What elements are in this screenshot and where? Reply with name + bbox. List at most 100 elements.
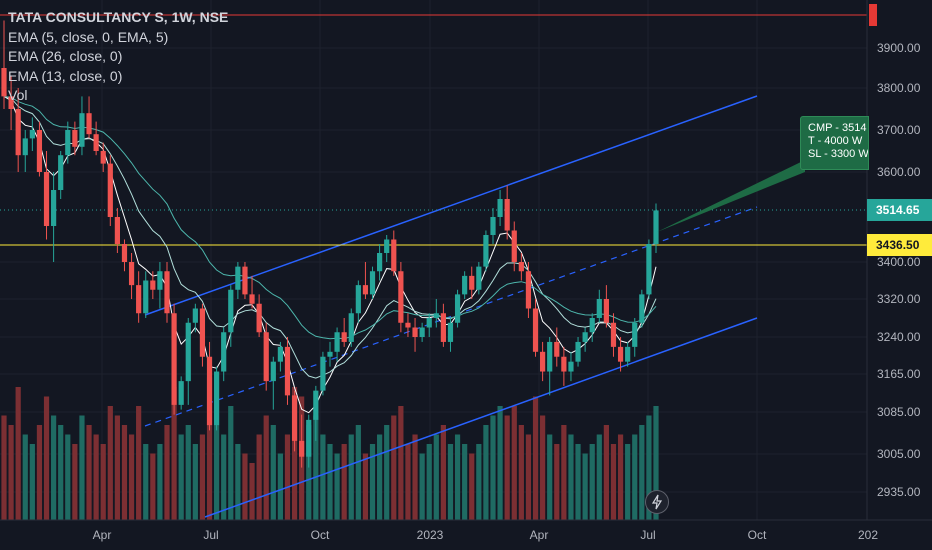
callout-target: T - 4000 W (808, 135, 863, 147)
volume-bar (263, 415, 269, 520)
volume-bar (483, 425, 489, 520)
volume-bar (313, 415, 319, 520)
candle-body (107, 163, 113, 217)
volume-bar (284, 434, 291, 520)
volume-bar (291, 387, 298, 520)
lightning-glyph (651, 494, 663, 510)
volume-bar (547, 434, 553, 520)
channel-mid-line[interactable] (144, 206, 758, 427)
time-tick-label: Jul (640, 528, 655, 542)
volume-bar (540, 415, 546, 520)
volume-bars (1, 377, 659, 520)
callout-stoploss: SL - 3300 W (808, 148, 869, 160)
candle-body (490, 217, 496, 235)
time-tick-label: Oct (748, 528, 767, 542)
candle-body (419, 327, 425, 337)
candle-body (398, 271, 404, 323)
price-axis[interactable]: 3900.00 3800.00 3700.00 3600.00 3400.00 3320.… (877, 41, 921, 499)
chart-legend: TATA CONSULTANCY S, 1W, NSE EMA (5, clos… (8, 8, 228, 106)
candle-body (157, 271, 163, 290)
volume-bar (199, 434, 206, 520)
price-tick-label: 3085.00 (877, 405, 921, 419)
time-tick-label: 2023 (417, 528, 444, 542)
candle-body (369, 271, 376, 295)
price-tick-label: 3700.00 (877, 123, 921, 137)
candle-body (617, 346, 624, 362)
volume-bar (334, 453, 340, 520)
legend-ema-26[interactable]: EMA (26, close, 0) (8, 48, 123, 64)
volume-bar (497, 406, 503, 520)
volume-bar (582, 453, 588, 520)
volume-bar (369, 444, 376, 520)
trade-callout[interactable]: CMP - 3514 (1 T - 4000 W SL - 3300 W (800, 116, 869, 170)
volume-bar (610, 444, 617, 520)
channel-lower-line[interactable] (204, 317, 758, 518)
volume-bar (8, 425, 14, 520)
volume-bar (242, 453, 248, 520)
candle-body (561, 356, 567, 372)
candle-body (128, 262, 135, 286)
volume-bar (171, 387, 177, 520)
candle-body (391, 239, 397, 272)
volume-bar (617, 434, 624, 520)
lightning-icon[interactable] (645, 490, 669, 514)
candle-body (15, 109, 21, 156)
volume-bar (355, 425, 361, 520)
volume-bar (270, 425, 276, 520)
candle-body (228, 289, 234, 333)
candle-body (462, 275, 468, 295)
time-tick-label: Oct (311, 528, 330, 542)
volume-bar (72, 444, 78, 520)
candle-body (405, 322, 411, 328)
volume-bar (136, 406, 142, 520)
volume-bar (43, 396, 50, 520)
candle-body (646, 244, 652, 295)
volume-bar (589, 444, 595, 520)
volume-bar (15, 387, 21, 520)
legend-title[interactable]: TATA CONSULTANCY S, 1W, NSE (8, 9, 229, 25)
candle-body (596, 299, 602, 318)
volume-bar (454, 434, 461, 520)
candle-body (86, 113, 92, 135)
volume-bar (58, 425, 64, 520)
candle-body (540, 351, 546, 372)
candle-body (532, 308, 539, 352)
volume-bar (518, 425, 524, 520)
legend-ema-13[interactable]: EMA (13, close, 0) (8, 67, 123, 84)
candle-body (277, 346, 283, 362)
price-tick-label: 3005.00 (877, 447, 921, 461)
volume-bar (426, 444, 432, 520)
candle-body (199, 308, 206, 357)
candle-body (440, 313, 446, 342)
candle-body (284, 346, 291, 396)
legend-ema-5[interactable]: EMA (5, close, 0, EMA, 5) (8, 28, 169, 45)
time-axis[interactable]: Apr Jul Oct 2023 Apr Jul Oct 202 (93, 528, 879, 542)
volume-bar (476, 444, 482, 520)
time-tick-label: Apr (93, 528, 112, 542)
volume-bar (377, 434, 383, 520)
volume-bar (653, 406, 659, 520)
volume-bar (121, 425, 128, 520)
price-tick-label: 3900.00 (877, 41, 921, 55)
price-axis-background (867, 0, 932, 520)
candle-body (327, 351, 333, 357)
price-tick-label: 3600.00 (877, 165, 921, 179)
volume-bar (490, 415, 496, 520)
volume-bar (65, 434, 71, 520)
volume-bar (348, 434, 354, 520)
price-tick-label: 3240.00 (877, 330, 921, 344)
volume-bar (150, 453, 156, 520)
candle-body (51, 190, 57, 226)
volume-bar (561, 425, 567, 520)
candle-body (65, 130, 71, 156)
candle-body (320, 356, 326, 391)
current-price-tag: 3514.65 (867, 199, 932, 221)
candle-body (235, 266, 241, 290)
legend-volume[interactable]: Vol (8, 87, 28, 103)
volume-bar (532, 396, 539, 520)
ema-13-line (3, 95, 657, 379)
candle-body (632, 322, 638, 347)
candle-body (206, 356, 213, 426)
volume-bar (206, 377, 213, 520)
